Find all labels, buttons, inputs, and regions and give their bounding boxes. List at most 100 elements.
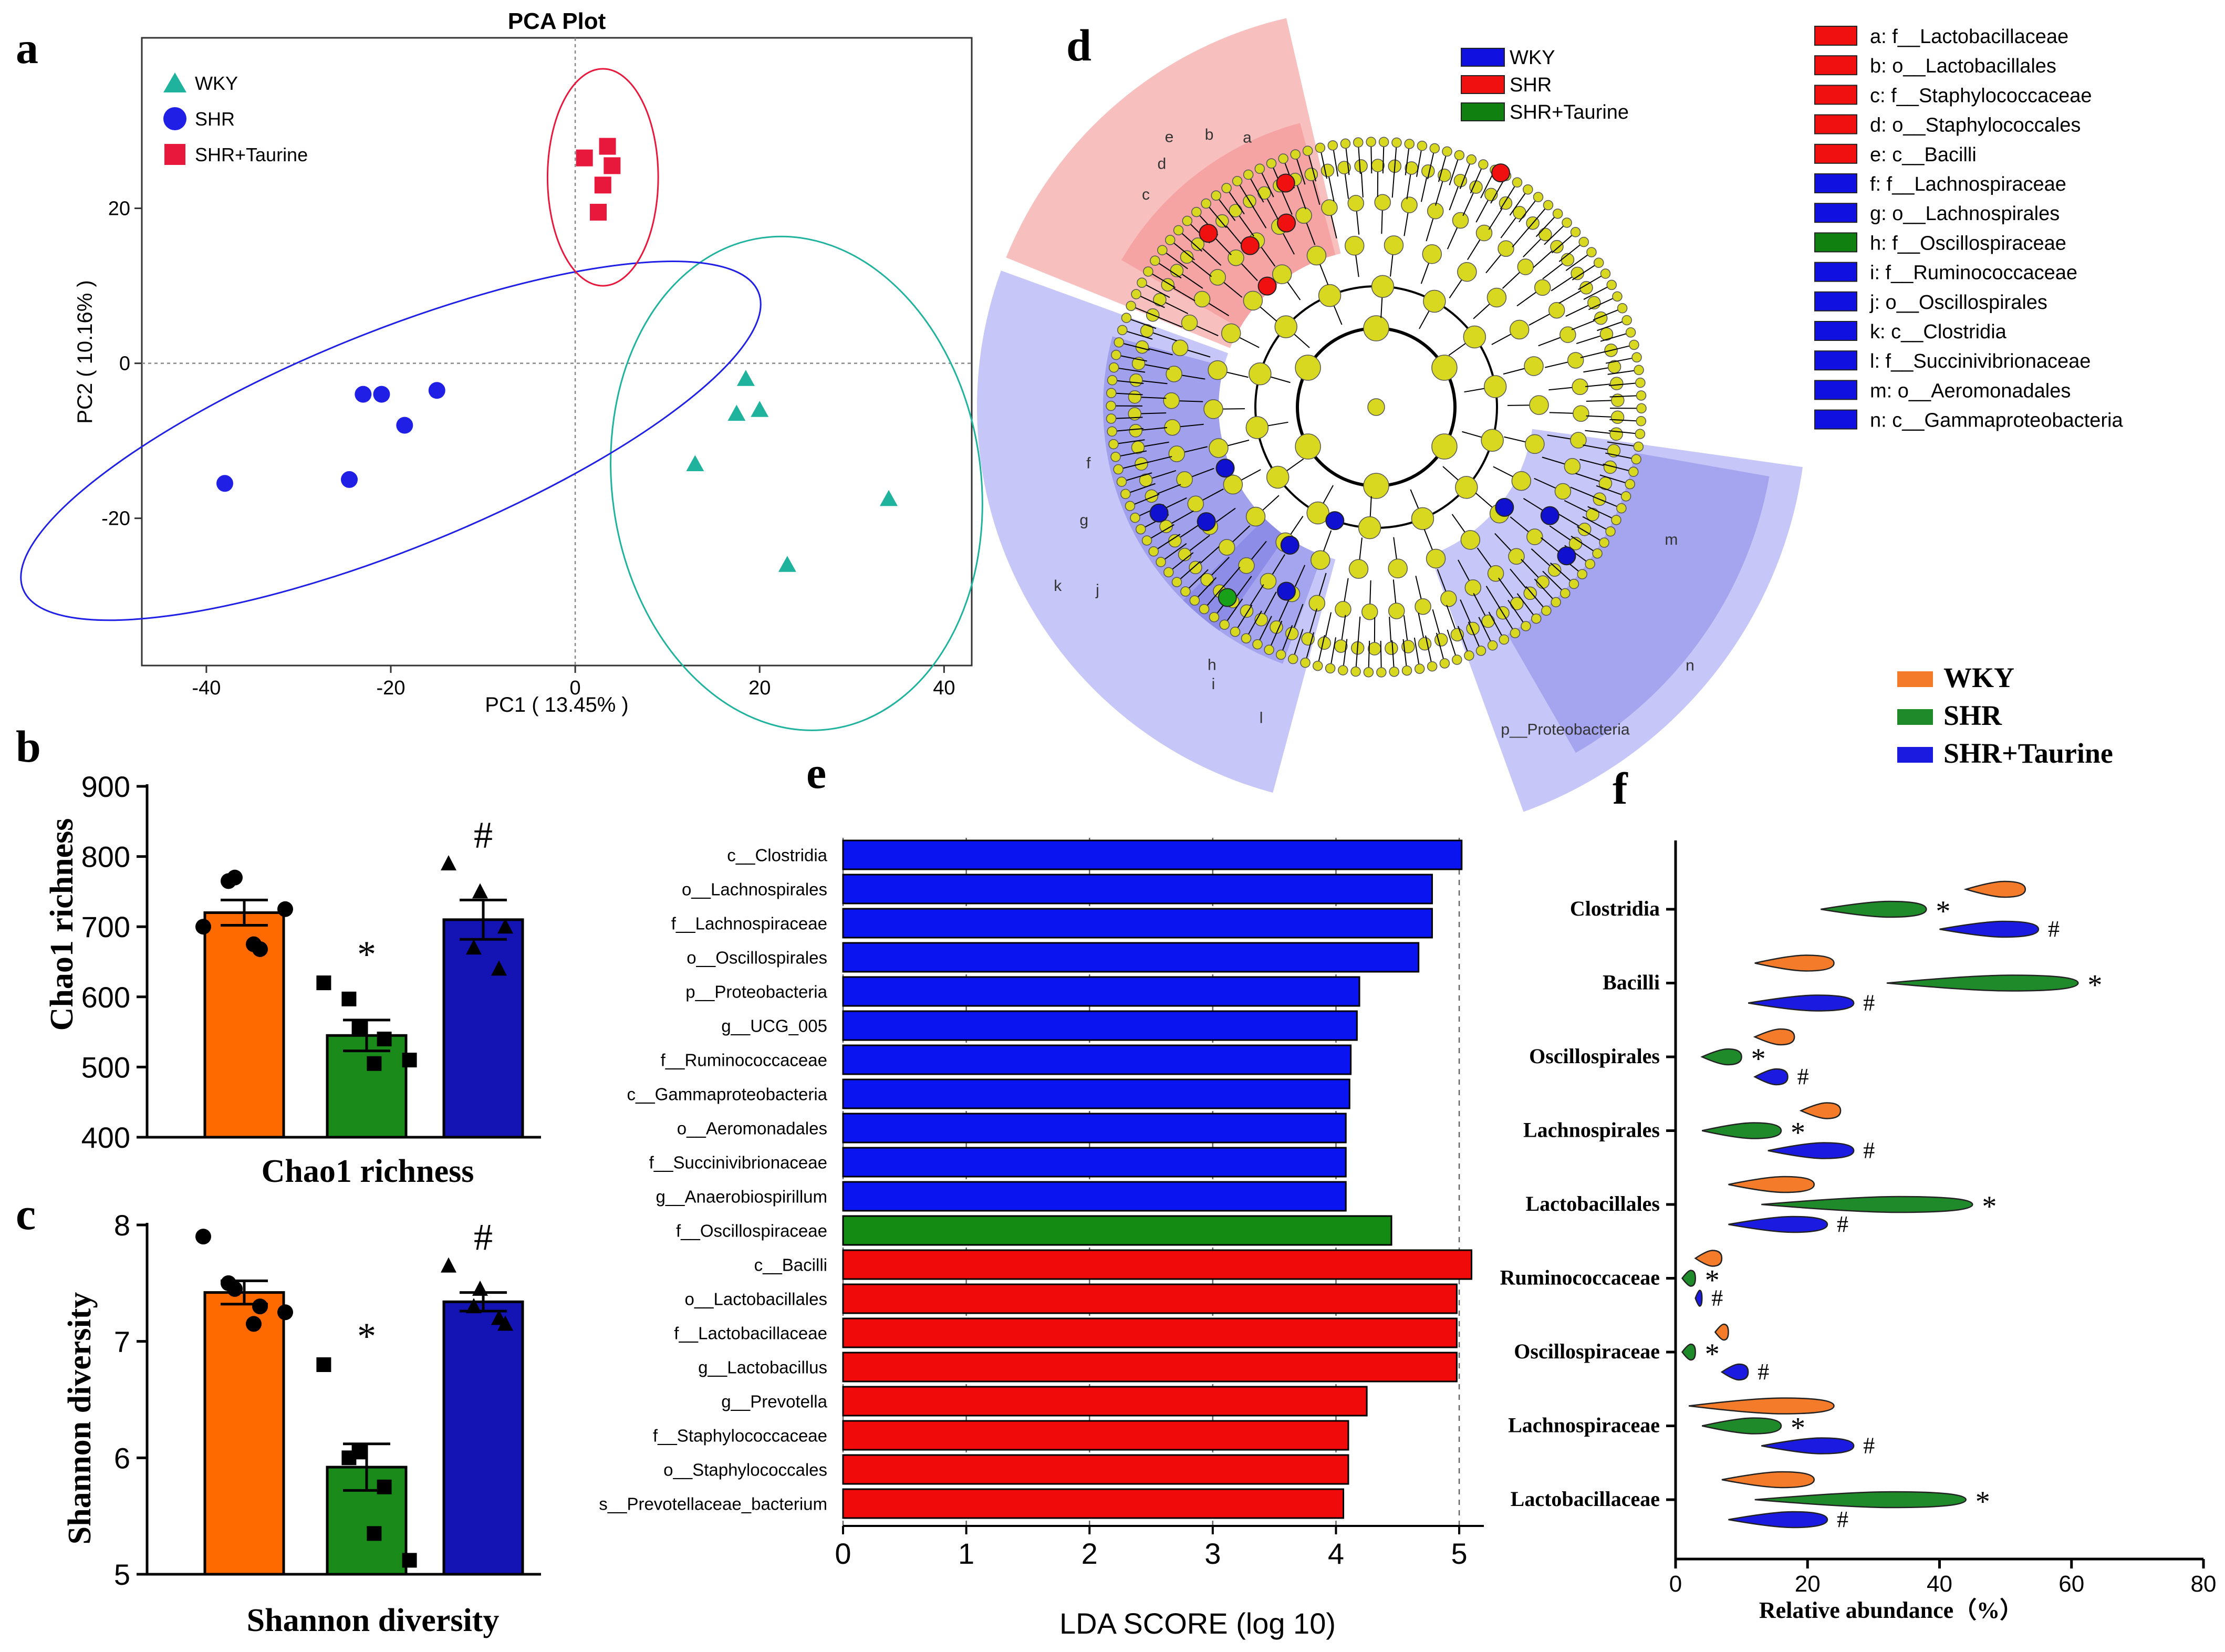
pca-point-wky	[727, 404, 746, 421]
violin-annotation: #	[1797, 1064, 1809, 1089]
clade-node	[1481, 614, 1495, 628]
clade-node	[1391, 137, 1402, 148]
clade-branch	[1111, 392, 1143, 396]
clade-branch	[1168, 552, 1194, 573]
clade-branch	[1245, 610, 1262, 639]
clade-node	[1203, 399, 1223, 419]
clade-node	[1554, 483, 1572, 500]
violin-shape-shr	[1821, 900, 1927, 918]
violin-shape-shr	[1701, 1417, 1782, 1435]
lda-bar	[842, 1352, 1458, 1383]
clade-branch	[1259, 168, 1274, 198]
clade-node	[1586, 507, 1599, 522]
violin-shape-wky	[1754, 954, 1835, 972]
clade-node	[1110, 451, 1121, 462]
violin-annotation: *	[1976, 1485, 1990, 1518]
clade-branch	[1382, 142, 1385, 174]
chao1-point	[277, 901, 293, 917]
clade-node	[1631, 454, 1641, 465]
shannon-point	[441, 1257, 456, 1273]
violin-shape-shrtaurine	[1761, 1437, 1855, 1454]
clade-branch	[1449, 155, 1460, 185]
panel-label-b: b	[16, 721, 41, 772]
clade-branch	[1583, 284, 1612, 300]
clade-node	[1415, 598, 1431, 615]
violin-shape-wky	[1799, 1102, 1842, 1119]
clade-node	[1363, 473, 1389, 499]
clade-sector-label: k	[1054, 577, 1062, 595]
violin-shape-shrtaurine	[1728, 1511, 1828, 1529]
lda-bar	[842, 976, 1360, 1007]
violin-category-label: Ruminococcaceae	[1500, 1266, 1660, 1290]
lda-bar	[842, 874, 1433, 905]
clade-node-legend-label: b: o__Lactobacillales	[1870, 55, 2056, 77]
clade-node-legend-swatch	[1814, 380, 1857, 400]
violin-shape-wky	[1728, 1176, 1815, 1193]
clade-node	[1106, 388, 1117, 398]
violin-category-label: Oscillospirales	[1529, 1044, 1660, 1068]
clade-node	[1116, 476, 1127, 487]
clade-branch	[1509, 189, 1529, 216]
clade-node	[1126, 300, 1136, 311]
clade-node	[1243, 169, 1254, 180]
violin-xtick-label: 80	[2191, 1571, 2217, 1597]
clade-branch	[1525, 586, 1547, 611]
lda-bar	[842, 1283, 1458, 1314]
clade-node	[1454, 150, 1465, 161]
clade-node	[1318, 284, 1342, 307]
clade-sector-lachnospirales	[1103, 336, 1286, 631]
clade-node	[1452, 654, 1462, 665]
clade-branch	[1345, 143, 1350, 175]
violin-annotation: *	[1705, 1338, 1720, 1370]
clade-node	[1274, 315, 1297, 338]
clade-biomarker-node	[1199, 224, 1218, 243]
clade-node	[1350, 666, 1361, 677]
lda-category-label: p__Proteobacteria	[685, 982, 827, 1002]
clade-node	[1633, 441, 1644, 452]
clade-node	[1308, 595, 1326, 612]
clade-biomarker-node	[1325, 511, 1345, 531]
lda-category-label: f__Ruminococcaceae	[661, 1051, 827, 1070]
clade-node	[1609, 427, 1623, 441]
clade-branch	[1470, 164, 1484, 194]
violin-xtick-label: 60	[2058, 1571, 2084, 1597]
clade-node	[1325, 663, 1336, 674]
clade-node	[1211, 190, 1222, 201]
clade-node	[1321, 163, 1335, 178]
clade-branch	[1438, 151, 1448, 182]
clade-branch	[1609, 394, 1641, 398]
lda-category-label: o__Aeromonadales	[677, 1119, 827, 1138]
clade-node	[1327, 140, 1338, 151]
pca-point-wky	[751, 401, 769, 417]
clade-node	[1612, 291, 1623, 302]
clade-node-legend-swatch	[1814, 291, 1857, 311]
chao1-ytick-label: 900	[81, 770, 130, 803]
clade-node	[1166, 366, 1182, 382]
pca-point-taurine	[604, 157, 621, 174]
clade-node	[1345, 236, 1365, 256]
pca-xtick-label: 0	[570, 677, 581, 699]
clade-branch	[1234, 605, 1253, 632]
clade-branch	[1500, 182, 1518, 210]
violin-shape-wky	[1694, 1250, 1723, 1267]
clade-node	[1635, 429, 1646, 439]
clade-node	[1636, 390, 1647, 401]
clade-branch	[1115, 450, 1147, 458]
clade-node	[1208, 360, 1228, 380]
shannon-point	[472, 1280, 488, 1296]
violin-shape-shrtaurine	[1767, 1142, 1855, 1159]
pca-point-shr	[428, 382, 445, 399]
clade-branch	[1121, 472, 1152, 483]
lda-xtick-label: 5	[1451, 1537, 1467, 1570]
chao1-annotation: #	[474, 814, 493, 856]
clade-node	[1117, 325, 1128, 336]
clade-node	[1232, 176, 1243, 186]
clade-node	[1173, 225, 1184, 236]
violin-xtick-label: 20	[1795, 1571, 1821, 1597]
clade-branch	[1148, 271, 1176, 288]
clade-node	[1481, 429, 1504, 452]
clade-sector-label: f	[1086, 454, 1091, 472]
violin-category-label: Lactobacillales	[1525, 1192, 1660, 1215]
lda-category-label: g__Anaerobiospirillum	[656, 1187, 827, 1207]
clade-node	[1156, 557, 1166, 567]
